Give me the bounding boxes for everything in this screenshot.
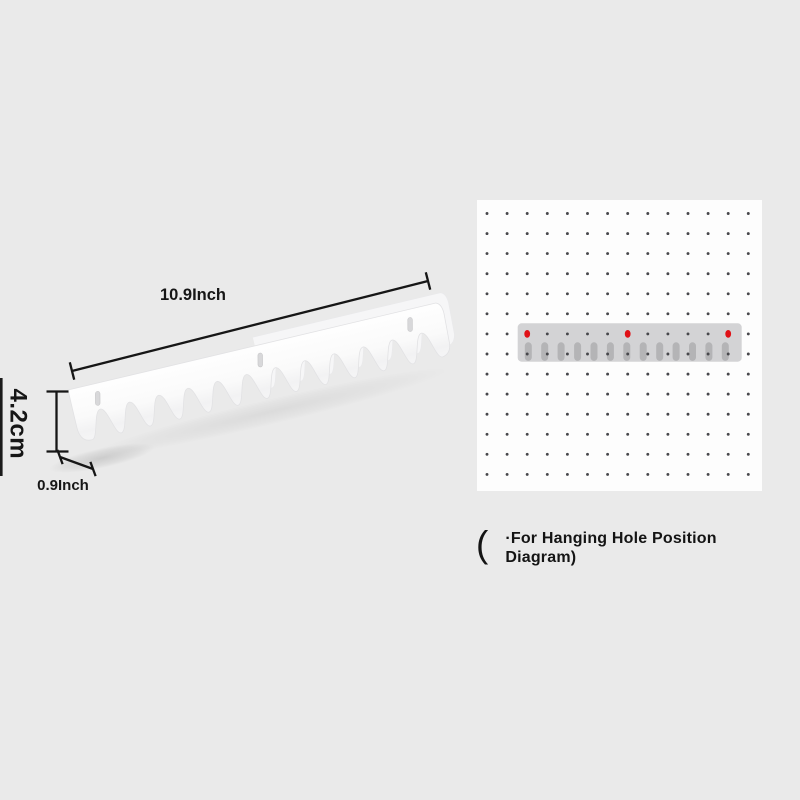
pegboard-hole-diagram xyxy=(477,200,762,491)
product-shadow xyxy=(49,367,451,473)
hook-rack-render xyxy=(67,292,455,441)
caption-text: ·For Hanging Hole Position Diagram) xyxy=(505,526,716,567)
depth-dimension-label: 0.9Inch xyxy=(37,477,89,494)
caption-line2: Diagram) xyxy=(505,548,577,566)
dimension-lines xyxy=(0,272,432,477)
caption: ( ·For Hanging Hole Position Diagram) xyxy=(476,524,776,567)
caption-parenthesis: ( xyxy=(476,524,489,565)
height-dimension-label: 4.2cm xyxy=(4,388,32,460)
width-dimension-label: 10.9Inch xyxy=(159,286,227,304)
caption-line1: ·For Hanging Hole Position xyxy=(505,530,717,547)
